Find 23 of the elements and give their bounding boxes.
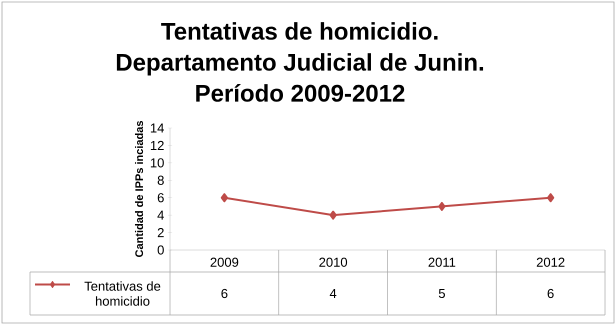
y-tick-label: 12 <box>150 140 164 150</box>
chart-title: Tentativas de homicidio. Departamento Judicial de Junin. Período 2009-2012 <box>116 22 484 102</box>
x-tick-label: 2011 <box>428 258 456 267</box>
point <box>220 193 228 202</box>
data-label: 6 <box>548 288 554 298</box>
point <box>330 210 337 220</box>
y-tick-label: 8 <box>158 176 164 185</box>
y-tick-label: 14 <box>150 124 164 132</box>
y-axis-title: Cantidad de IPPs inciadas <box>134 120 144 258</box>
legend-label: Tentativas de homicidio <box>84 281 160 306</box>
x-tick-label: 2012 <box>536 258 564 267</box>
y-tick-label: 6 <box>158 193 164 202</box>
x-tick-label: 2010 <box>319 258 348 267</box>
y-tick-label: 0 <box>158 245 164 255</box>
x-tick-label: 2009 <box>210 258 238 267</box>
y-tick-label: 4 <box>157 210 164 220</box>
y-tick-label: 10 <box>150 158 164 168</box>
data-label: 4 <box>330 289 336 298</box>
point <box>547 193 554 202</box>
y-tick-label: 2 <box>158 228 164 238</box>
data-label: 6 <box>221 288 228 298</box>
point <box>438 202 446 211</box>
data-label: 5 <box>438 288 445 298</box>
